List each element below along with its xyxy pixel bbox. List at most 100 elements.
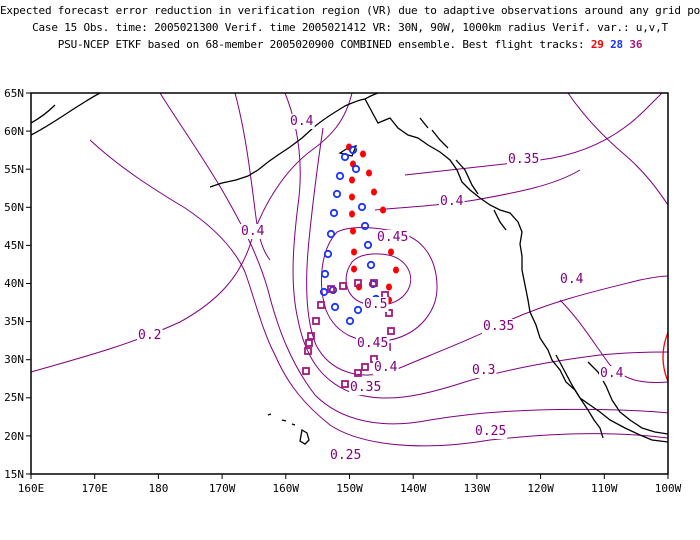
contour-label-halo bbox=[559, 272, 585, 287]
track-28-point bbox=[363, 240, 373, 250]
contour-label: 0.45 bbox=[357, 336, 388, 351]
track-36-point bbox=[361, 363, 369, 371]
contour-label-halo bbox=[599, 366, 625, 381]
track-29-point bbox=[349, 193, 355, 201]
contour-label-halo bbox=[363, 297, 389, 312]
coast-alaska bbox=[312, 98, 668, 443]
contour-label: 0.35 bbox=[350, 380, 381, 395]
track-36-point bbox=[341, 380, 349, 388]
title-line-3: PSU-NCEP ETKF based on 68-member 2005020… bbox=[0, 38, 700, 51]
track-29-point bbox=[350, 227, 356, 235]
track-29-label: 29 bbox=[590, 38, 604, 51]
track-36-point bbox=[305, 339, 313, 347]
lat-label: 15N bbox=[4, 468, 24, 481]
track-28-point bbox=[335, 171, 345, 181]
track-29-point bbox=[386, 283, 392, 291]
track-29-point bbox=[349, 176, 355, 184]
contour-label: 0.4 bbox=[560, 272, 584, 287]
coast-hawaii bbox=[267, 413, 310, 445]
lon-label: 180 bbox=[148, 482, 168, 495]
coast-bc-islands bbox=[455, 159, 507, 231]
lat-label: 20N bbox=[4, 430, 24, 443]
contour-labels: 0.4 0.35 0.4 0.4 0.45 0.5 0.4 0.2 0.35 0… bbox=[137, 114, 625, 463]
contour-0.3 bbox=[159, 93, 668, 425]
contour-label: 0.4 bbox=[440, 194, 464, 209]
track-28-point bbox=[320, 269, 330, 279]
lat-label: 25N bbox=[4, 391, 24, 404]
track-36-point bbox=[304, 347, 312, 355]
contour-0.4-northeast bbox=[374, 169, 581, 211]
contour-0.4-east bbox=[559, 299, 668, 383]
track-28-point bbox=[360, 221, 370, 231]
lat-label: 65N bbox=[4, 87, 24, 100]
lat-label: 50N bbox=[4, 201, 24, 214]
contour-0.2 bbox=[31, 93, 353, 373]
contour-label: 0.3 bbox=[472, 363, 495, 378]
track-29-point bbox=[351, 248, 357, 256]
contour-label: 0.5 bbox=[364, 297, 387, 312]
track-29-point bbox=[388, 248, 394, 256]
track-36-point bbox=[307, 332, 315, 340]
track-29-point bbox=[360, 150, 366, 158]
track-36-point bbox=[370, 279, 378, 287]
track-28-point bbox=[366, 260, 376, 270]
lon-label: 150W bbox=[336, 482, 363, 495]
tick-marks bbox=[26, 92, 669, 479]
track-36-point bbox=[354, 369, 362, 377]
track-28-point bbox=[340, 152, 350, 162]
track-29-point bbox=[351, 265, 357, 273]
contour-0.4-west bbox=[234, 93, 271, 261]
lat-label: 40N bbox=[4, 277, 24, 290]
contour-label: 0.2 bbox=[138, 328, 161, 343]
contour-label: 0.25 bbox=[475, 424, 506, 439]
track-29-point bbox=[393, 266, 399, 274]
track-36-point bbox=[327, 285, 335, 293]
contour-label: 0.35 bbox=[483, 319, 514, 334]
lon-label: 160W bbox=[273, 482, 300, 495]
track-29-point bbox=[366, 169, 372, 177]
track-28-point bbox=[329, 208, 339, 218]
contour-0.25-west bbox=[89, 139, 668, 447]
lon-label: 120W bbox=[527, 482, 554, 495]
coast-kamchatka bbox=[31, 93, 101, 136]
lat-axis-labels: 65N 60N 55N 50N 45N 40N 35N 30N 25N 20N … bbox=[4, 87, 24, 481]
title-line-1: Expected forecast error reduction in ver… bbox=[0, 4, 700, 17]
contour-label-halo bbox=[356, 336, 390, 351]
coast-baja bbox=[555, 354, 604, 439]
track-28-point bbox=[330, 302, 340, 312]
contour-label-halo bbox=[349, 380, 383, 395]
contour-label: 0.25 bbox=[330, 448, 361, 463]
contour-label-halo bbox=[289, 114, 315, 129]
lat-label: 55N bbox=[4, 163, 24, 176]
track-28-point bbox=[357, 202, 367, 212]
contour-label: 0.4 bbox=[290, 114, 314, 129]
contour-label-halo bbox=[439, 194, 465, 209]
contour-label-halo bbox=[240, 224, 266, 239]
track-36-point bbox=[387, 327, 395, 335]
flight-track-29 bbox=[346, 143, 399, 308]
contour-label: 0.4 bbox=[600, 366, 624, 381]
track-29-point bbox=[380, 206, 386, 214]
track-36-point bbox=[317, 301, 325, 309]
lon-label: 170E bbox=[81, 482, 108, 495]
lon-axis-labels: 160E 170E 180 170W 160W 150W 140W 130W 1… bbox=[18, 482, 682, 495]
contour-0.35 bbox=[284, 93, 668, 399]
lon-label: 160E bbox=[18, 482, 45, 495]
track-36-point bbox=[302, 367, 310, 375]
lon-label: 130W bbox=[464, 482, 491, 495]
track-36-point bbox=[354, 279, 362, 287]
track-28-point bbox=[351, 164, 361, 174]
lat-label: 60N bbox=[4, 125, 24, 138]
track-28-point bbox=[332, 189, 342, 199]
flight-track-28 bbox=[319, 145, 381, 326]
contour-label: 0.35 bbox=[508, 152, 539, 167]
contour-label: 0.45 bbox=[377, 230, 408, 245]
coast-alaska-north bbox=[364, 93, 379, 100]
contour-label-halo bbox=[471, 363, 497, 378]
contour-label-halo bbox=[329, 448, 363, 463]
track-28-label: 28 bbox=[610, 38, 623, 51]
contour-label: 0.4 bbox=[374, 360, 398, 375]
contour-label-halo bbox=[373, 360, 399, 375]
lat-label: 30N bbox=[4, 353, 24, 366]
